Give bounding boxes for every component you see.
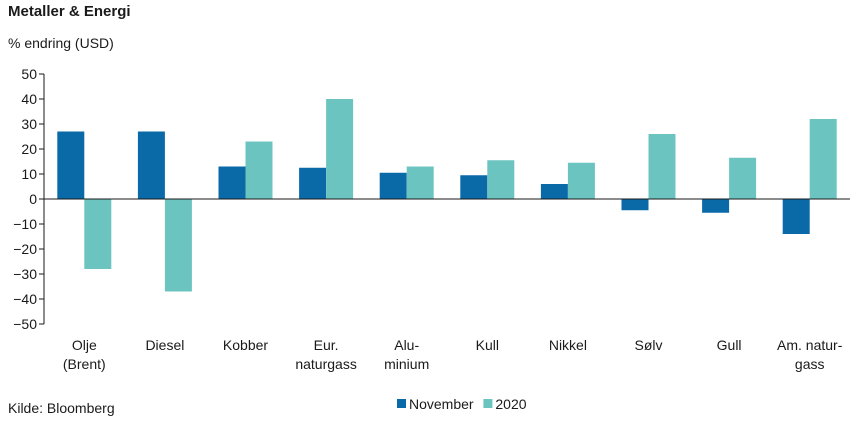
bar-2020 [809,119,837,199]
bar-2020 [245,141,273,199]
bar-november [57,131,85,199]
x-tick-label: Gull [717,337,742,353]
x-tick-label: Am. natur- [777,337,843,353]
chart-title: Metaller & Energi [8,3,131,20]
bar-november [702,199,730,213]
bar-2020 [406,166,434,199]
y-tick-label: 40 [21,91,37,107]
y-tick-label: −40 [13,291,37,307]
chart-subtitle: % endring (USD) [8,35,114,51]
y-axis: 50 40 30 20 10 0 −10 −20 −30 −40 −50 [13,66,45,332]
x-tick-label: Kull [476,337,499,353]
bar-2020 [487,160,515,199]
legend-label: 2020 [495,396,526,412]
legend-swatch [397,399,406,408]
x-tick-label: Alu- [394,337,419,353]
bar-november [540,184,568,199]
x-tick-label: gass [795,356,825,372]
x-tick-label: Kobber [223,337,268,353]
bar-2020 [567,162,595,199]
x-tick-label: (Brent) [63,356,106,372]
y-tick-label: −50 [13,316,37,332]
x-tick-label: minium [384,356,429,372]
bar-november [379,172,407,199]
y-tick-label: 30 [21,116,37,132]
y-tick-label: −10 [13,216,37,232]
legend: November 2020 [397,396,527,412]
y-tick-label: 10 [21,166,37,182]
legend-swatch [483,399,493,408]
bars [44,99,850,292]
x-tick-label: naturgass [295,356,356,372]
bar-2020 [729,157,757,199]
bar-november [621,199,649,211]
bar-2020 [648,134,676,199]
bar-2020 [84,199,112,269]
bar-2020 [326,99,354,199]
x-tick-label: Nikkel [549,337,587,353]
y-tick-label: 50 [21,66,37,82]
x-tick-label: Sølv [635,337,663,353]
x-tick-label: Eur. [314,337,339,353]
bar-2020 [164,199,192,292]
x-tick-label: Olje [72,337,97,353]
bar-november [460,175,488,199]
legend-label: November [409,396,474,412]
bar-november [782,199,810,234]
source-note: Kilde: Bloomberg [8,400,115,416]
bar-november [137,131,165,199]
bar-november [299,167,327,199]
y-tick-label: 0 [29,191,37,207]
bar-november [218,166,246,199]
y-tick-label: −20 [13,241,37,257]
y-tick-label: 20 [21,141,37,157]
x-tick-label: Diesel [145,337,184,353]
y-tick-label: −30 [13,266,37,282]
x-axis-labels: Olje (Brent) Diesel Kobber Eur. naturgass Alu-… [63,337,843,372]
